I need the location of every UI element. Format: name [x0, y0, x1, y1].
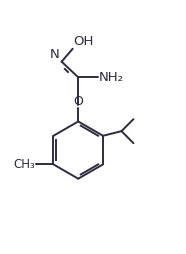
Text: OH: OH: [74, 35, 94, 48]
Text: O: O: [73, 95, 83, 108]
Text: N: N: [50, 48, 60, 61]
Text: NH₂: NH₂: [99, 71, 124, 84]
Text: CH₃: CH₃: [13, 158, 35, 171]
